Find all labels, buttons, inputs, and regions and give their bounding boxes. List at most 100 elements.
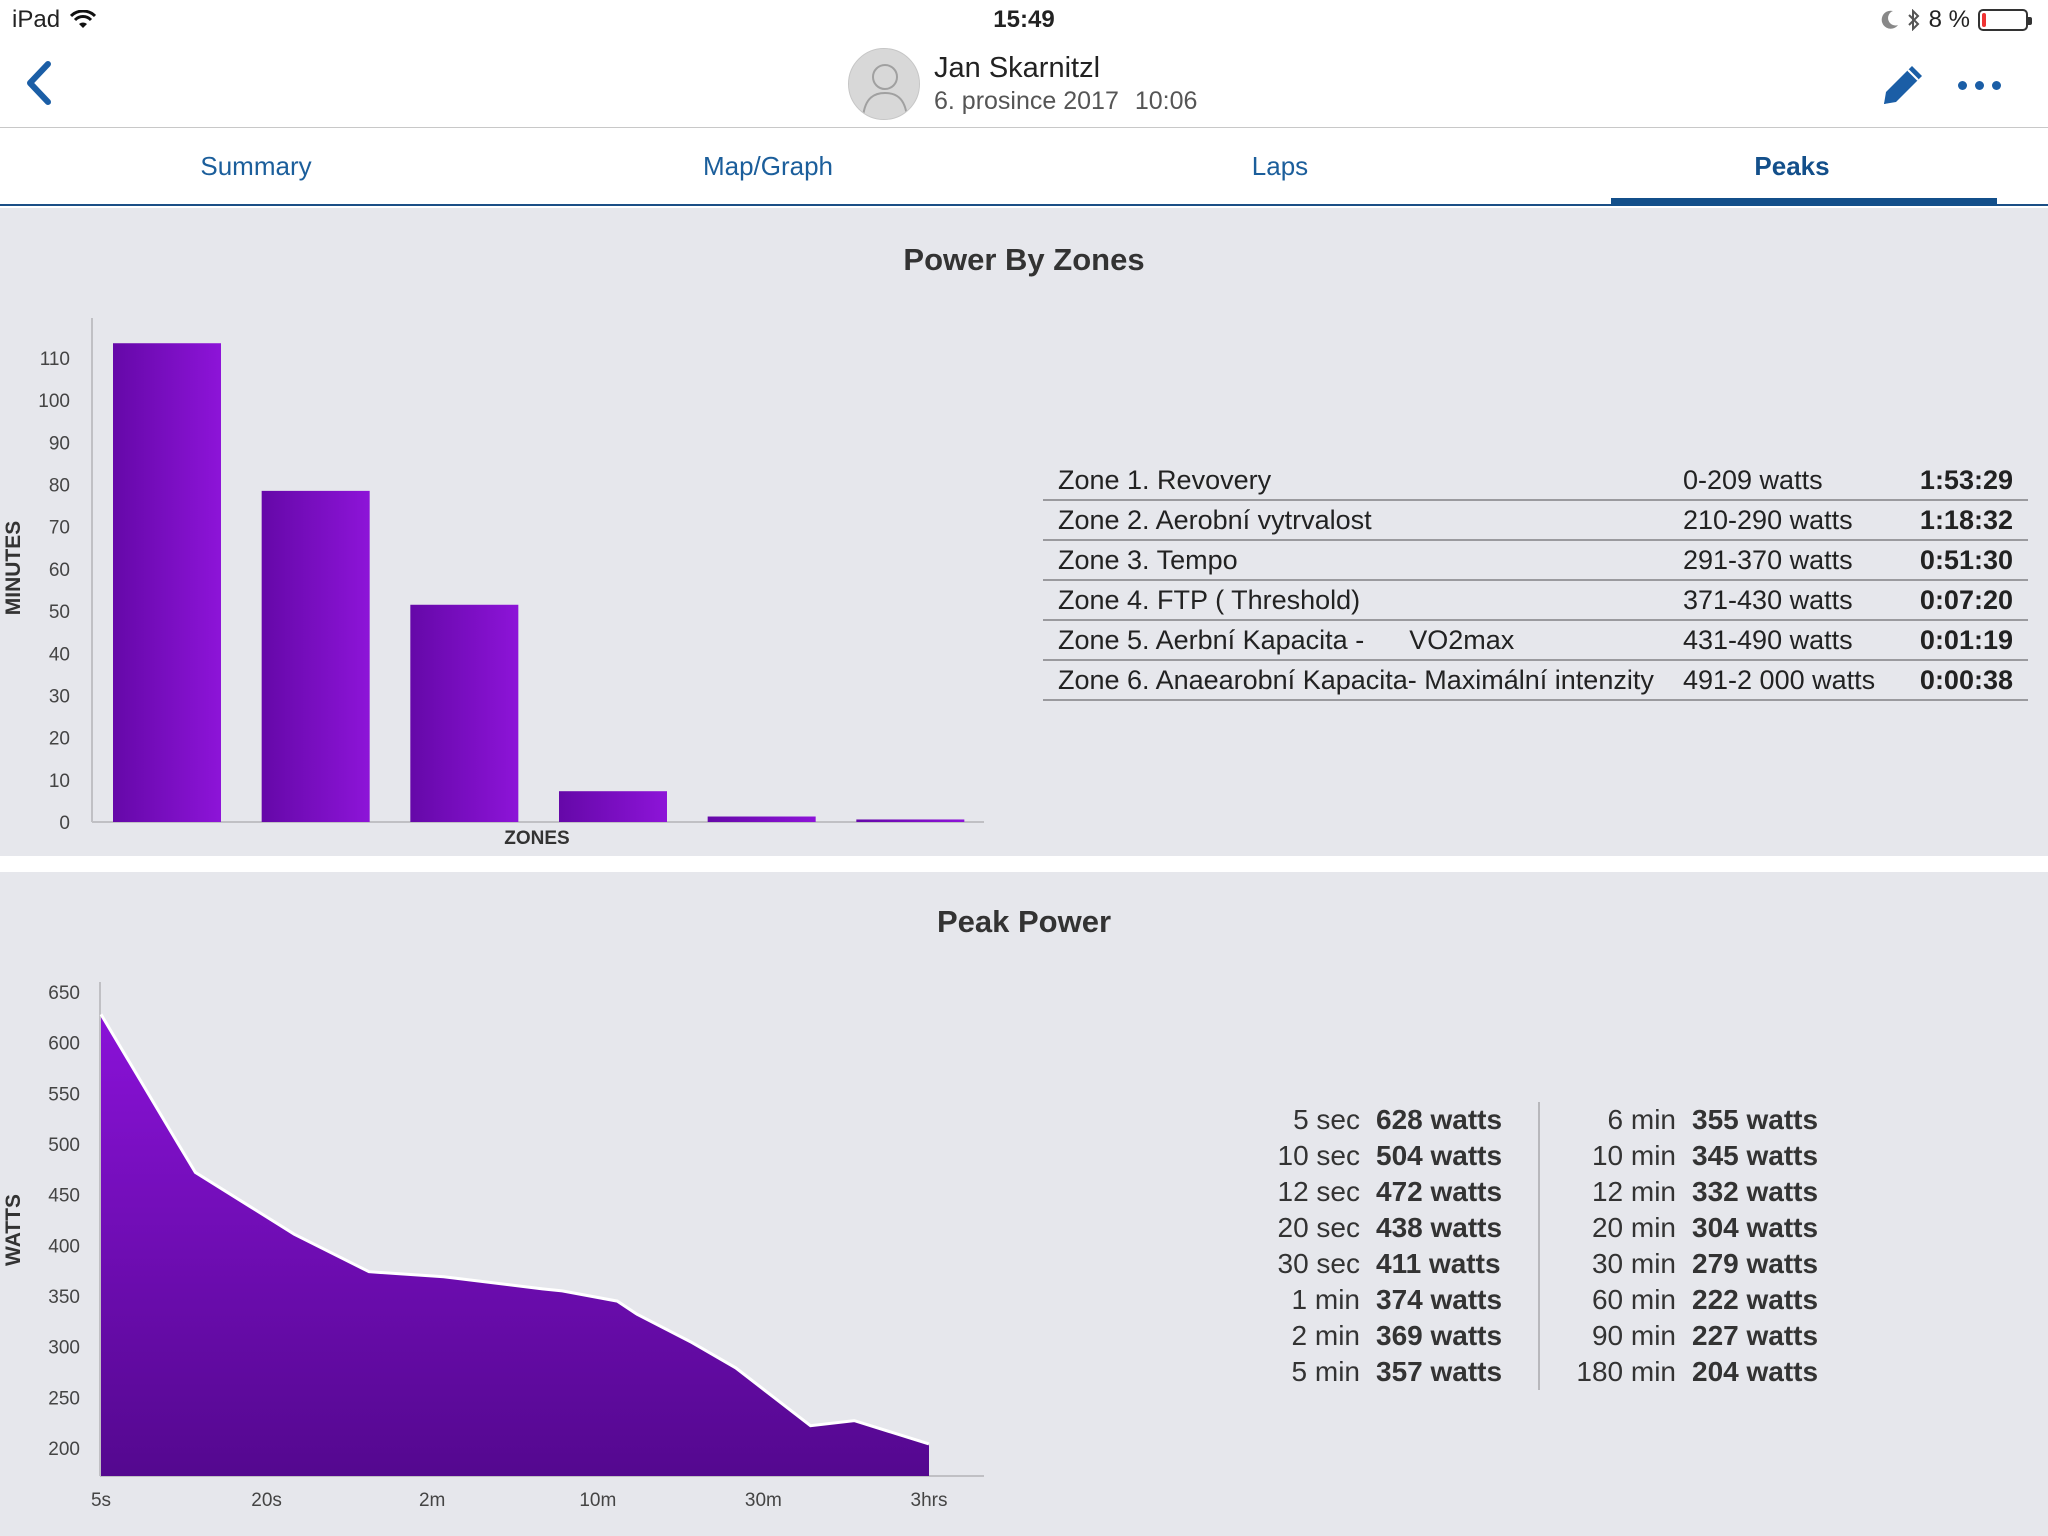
activity-owner: Jan Skarnitzl 6. prosince 2017 10:06 [848, 48, 1213, 120]
tab-summary[interactable]: Summary [200, 151, 312, 181]
x-tick-label: 3hrs [911, 1490, 948, 1511]
y-axis-title: MINUTES [2, 521, 25, 616]
peak-duration: 10 min [1591, 1140, 1676, 1171]
zone-range: 371-430 watts [1683, 584, 1853, 615]
status-time: 15:49 [993, 6, 1055, 33]
y-tick-label: 450 [48, 1186, 80, 1207]
battery-level [1982, 13, 1986, 27]
y-tick-label: 80 [49, 476, 70, 497]
y-tick-label: 650 [48, 983, 80, 1004]
bluetooth-icon [1907, 9, 1920, 31]
zone-time: 0:01:19 [1919, 624, 2013, 655]
peak-row: 1 min 374 watts [1240, 1282, 1510, 1318]
peak-row: 30 min 279 watts [1568, 1246, 1826, 1282]
owner-info: Jan Skarnitzl 6. prosince 2017 10:06 [934, 52, 1213, 116]
activity-datetime: 6. prosince 2017 10:06 [934, 87, 1213, 116]
power-by-zones-panel: Power By Zones 0 10 20 30 40 50 60 70 80 90 100 110… [0, 208, 2048, 856]
peak-row: 5 sec 628 watts [1240, 1102, 1510, 1138]
x-tick-label: 2m [419, 1490, 445, 1511]
zone-name: Zone 2. Aerobní vytrvalost [1058, 504, 1372, 535]
peak-duration: 10 sec [1277, 1140, 1361, 1171]
y-tick-label: 500 [48, 1135, 80, 1156]
peak-watts: 332 watts [1692, 1176, 1819, 1207]
zones-table: Zone 1. Revovery 0-209 watts 1:53:29 Zone 2… [1043, 461, 2028, 701]
tab-peaks[interactable]: Peaks [1536, 129, 2048, 206]
zone-range: 491-2 000 watts [1683, 664, 1876, 695]
back-button[interactable] [18, 58, 68, 108]
zone-time: 1:53:29 [1919, 464, 2013, 495]
y-tick-label: 550 [48, 1084, 80, 1105]
person-icon [849, 49, 919, 119]
peak-watts: 227 watts [1692, 1320, 1819, 1351]
zone-bar [559, 791, 667, 822]
y-tick-label: 400 [48, 1236, 80, 1257]
status-left: iPad [12, 6, 97, 34]
y-tick-label: 40 [49, 644, 70, 665]
zone-range: 0-209 watts [1683, 464, 1823, 495]
owner-name: Jan Skarnitzl [934, 52, 1101, 84]
zone-time: 0:07:20 [1919, 584, 2013, 615]
peak-duration: 6 min [1607, 1104, 1676, 1135]
y-tick-label: 110 [40, 349, 70, 370]
peak-row: 12 sec 472 watts [1240, 1174, 1510, 1210]
y-tick-label: 50 [49, 602, 70, 623]
peak-watts: 628 watts [1376, 1104, 1503, 1135]
peak-duration: 30 sec [1277, 1248, 1361, 1279]
power-area [101, 1014, 929, 1476]
peak-duration: 12 sec [1277, 1176, 1361, 1207]
zone-time: 1:18:32 [1919, 504, 2013, 535]
dot-icon [1974, 80, 1984, 90]
zone-row: Zone 2. Aerobní vytrvalost 210-290 watts 1… [1043, 501, 2028, 541]
peak-row: 20 sec 438 watts [1240, 1210, 1510, 1246]
tab-laps[interactable]: Laps [1251, 151, 1309, 181]
peak-duration: 2 min [1291, 1320, 1360, 1351]
x-tick-label: 5s [91, 1490, 111, 1511]
peak-watts: 504 watts [1376, 1140, 1503, 1171]
peak-title: Peak Power [936, 904, 1112, 939]
pencil-icon [1884, 66, 1922, 104]
zones-title: Power By Zones [903, 242, 1145, 277]
zones-bar-chart: 0 10 20 30 40 50 60 70 80 90 100 110 MINUTES ZONES [2, 318, 984, 849]
zone-name: Zone 4. FTP ( Threshold) [1058, 584, 1361, 615]
power-line [99, 1013, 930, 1446]
peak-row: 10 min 345 watts [1568, 1138, 1826, 1174]
zone-time: 0:51:30 [1919, 544, 2013, 575]
zone-name: Zone 5. Aerbní Kapacita - VO2max [1058, 624, 1515, 655]
status-bar: iPad 15:49 8 % [0, 0, 2048, 40]
x-axis-title: ZONES [504, 828, 569, 849]
peak-row: 6 min 355 watts [1568, 1102, 1826, 1138]
edit-button[interactable] [1876, 58, 1930, 112]
tab-bar: Summary Map/Graph Laps Peaks [0, 129, 2048, 206]
more-button[interactable] [1954, 68, 2004, 102]
zone-row: Zone 6. Anaearobní Kapacita- Maximální i… [1043, 661, 2028, 701]
y-tick-label: 300 [48, 1338, 80, 1359]
peak-watts: 357 watts [1376, 1356, 1503, 1387]
peak-row: 10 sec 504 watts [1240, 1138, 1510, 1174]
zone-bar [856, 819, 965, 822]
dot-icon [1957, 80, 1967, 90]
y-tick-label: 70 [49, 518, 70, 539]
x-tick-label: 20s [251, 1490, 282, 1511]
peak-watts: 279 watts [1692, 1248, 1819, 1279]
peak-row: 5 min 357 watts [1240, 1354, 1510, 1390]
device-label: iPad [12, 6, 61, 33]
peak-duration: 60 min [1591, 1284, 1676, 1315]
avatar[interactable] [848, 48, 920, 120]
zone-row: Zone 5. Aerbní Kapacita - VO2max 431-490 … [1043, 621, 2028, 661]
y-tick-label: 10 [49, 771, 70, 792]
zone-time: 0:00:38 [1919, 664, 2013, 695]
moon-icon [1881, 10, 1898, 29]
peak-duration: 5 sec [1293, 1104, 1360, 1135]
x-tick-label: 30m [745, 1490, 782, 1511]
zone-name: Zone 3. Tempo [1058, 544, 1238, 575]
zone-bar [113, 343, 221, 822]
y-tick-label: 350 [48, 1287, 80, 1308]
peak-row: 20 min 304 watts [1568, 1210, 1826, 1246]
peak-watts: 345 watts [1692, 1140, 1819, 1171]
peak-row: 90 min 227 watts [1568, 1318, 1826, 1354]
peak-power-area-chart: 200 250 300 350 400 450 500 550 600 650 5s 20s 2m 10m… [2, 982, 984, 1511]
zone-bar [707, 816, 816, 822]
tab-map-graph[interactable]: Map/Graph [702, 151, 834, 181]
peak-row: 180 min 204 watts [1568, 1354, 1826, 1390]
y-tick-label: 100 [38, 391, 70, 412]
